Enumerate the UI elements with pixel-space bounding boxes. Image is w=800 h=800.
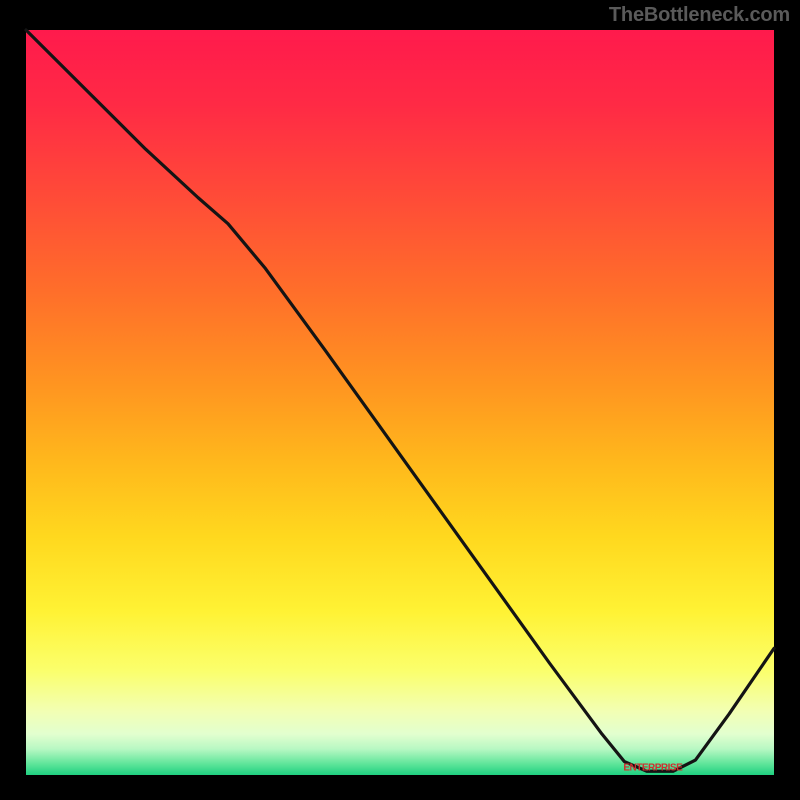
attribution-watermark: TheBottleneck.com — [609, 4, 790, 27]
bottleneck-chart — [0, 0, 800, 800]
chart-stage: ENTERPRISE TheBottleneck.com — [0, 0, 800, 800]
series-min-label: ENTERPRISE — [623, 762, 682, 773]
